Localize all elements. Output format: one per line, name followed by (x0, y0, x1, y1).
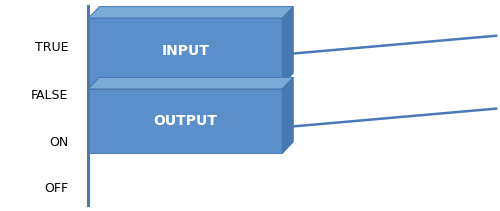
Text: FALSE: FALSE (31, 89, 68, 101)
Text: OFF: OFF (44, 182, 68, 195)
Text: TRUE: TRUE (35, 41, 68, 54)
Bar (88, 89, 282, 153)
Polygon shape (88, 77, 294, 89)
Bar (88, 18, 282, 85)
Polygon shape (282, 77, 294, 153)
Text: INPUT: INPUT (162, 44, 210, 58)
Text: ON: ON (50, 137, 68, 149)
Polygon shape (282, 7, 294, 85)
Polygon shape (88, 7, 294, 18)
Text: OUTPUT: OUTPUT (154, 114, 218, 128)
